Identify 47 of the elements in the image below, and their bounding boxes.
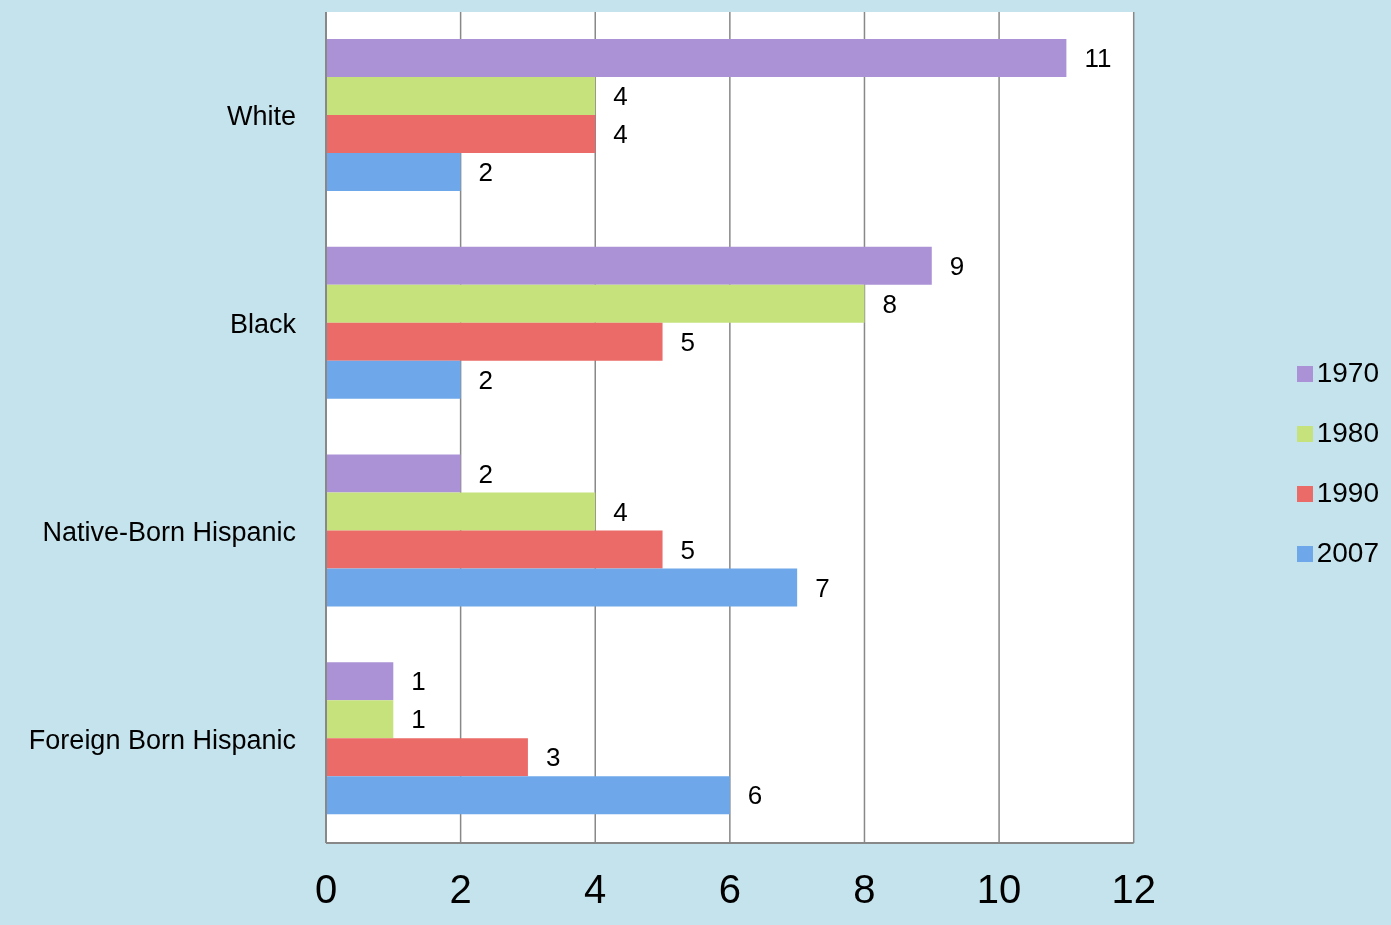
- x-tick-label: 10: [976, 867, 1022, 912]
- data-label: 5: [680, 326, 696, 357]
- legend-label: 2007: [1316, 536, 1379, 568]
- data-label: 1: [411, 704, 426, 735]
- bar: [326, 454, 461, 493]
- legend-label: 1980: [1316, 416, 1379, 448]
- data-label: 2: [478, 364, 494, 395]
- data-label: 3: [545, 742, 561, 773]
- bar: [326, 492, 596, 531]
- bar: [326, 39, 1067, 78]
- data-label: 4: [613, 119, 628, 150]
- x-tick-label: 6: [718, 867, 741, 912]
- legend-label: 1990: [1316, 476, 1379, 508]
- y-tick-label: White: [226, 101, 296, 132]
- data-label: 4: [613, 81, 628, 112]
- bar: [326, 662, 394, 701]
- data-label: 1: [411, 666, 426, 697]
- bar: [326, 360, 461, 399]
- bar: [326, 738, 528, 777]
- bar: [326, 115, 596, 154]
- bar: [326, 530, 663, 569]
- bar: [326, 776, 730, 815]
- bar: [326, 246, 932, 285]
- data-label: 5: [680, 534, 696, 565]
- y-tick-label: Foreign Born Hispanic: [28, 724, 296, 755]
- data-label: 8: [882, 288, 897, 319]
- x-tick-label: 8: [853, 867, 876, 912]
- data-label: 9: [949, 250, 965, 281]
- bar: [326, 153, 461, 192]
- bar: [326, 284, 865, 323]
- y-tick-label: Black: [229, 309, 297, 340]
- data-label: 6: [747, 780, 763, 811]
- legend-label: 1970: [1316, 356, 1379, 388]
- data-label: 11: [1084, 43, 1112, 74]
- data-label: 2: [478, 458, 494, 489]
- bar: [326, 568, 798, 607]
- bar: [326, 77, 596, 116]
- data-label: 2: [478, 157, 494, 188]
- bar: [326, 322, 663, 361]
- data-label: 4: [613, 496, 628, 527]
- x-tick-label: 12: [1111, 867, 1156, 912]
- x-tick-label: 4: [584, 867, 607, 912]
- x-tick-label: 0: [314, 867, 338, 912]
- x-tick-label: 2: [449, 867, 472, 912]
- y-tick-label: Native-Born Hispanic: [42, 516, 296, 547]
- bar: [326, 700, 394, 739]
- data-label: 7: [815, 572, 830, 603]
